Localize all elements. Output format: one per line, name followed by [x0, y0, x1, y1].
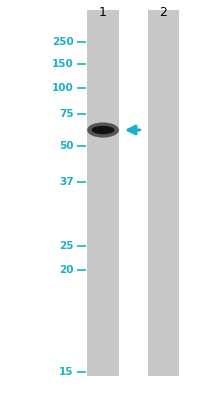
Bar [87, 10, 118, 376]
Text: 37: 37 [59, 177, 73, 187]
Text: 25: 25 [59, 241, 73, 251]
Ellipse shape [87, 122, 118, 138]
Text: 20: 20 [59, 265, 73, 275]
Text: 250: 250 [52, 37, 73, 47]
Ellipse shape [91, 126, 114, 134]
Text: 75: 75 [59, 109, 73, 119]
Text: 15: 15 [59, 367, 73, 377]
Text: 50: 50 [59, 141, 73, 151]
Text: 2: 2 [159, 6, 167, 19]
Bar [147, 10, 178, 376]
Text: 150: 150 [52, 59, 73, 69]
Text: 100: 100 [52, 83, 73, 93]
Text: 1: 1 [99, 6, 106, 19]
